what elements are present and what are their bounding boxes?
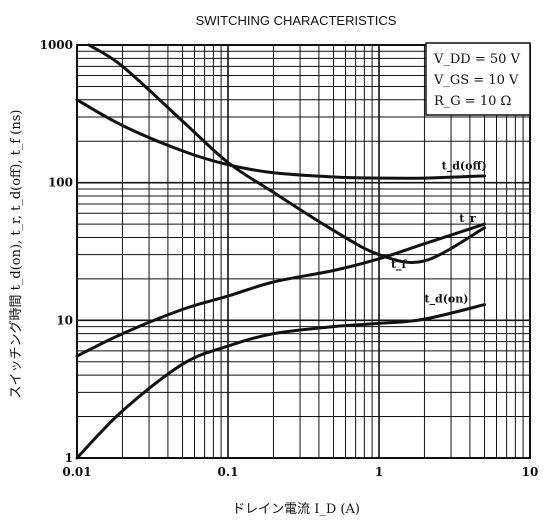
y-tick-label: 1 [65,451,73,465]
series-line-t-d-on- [75,303,486,460]
chart-title: SWITCHING CHARACTERISTICS [196,13,397,28]
series-label: t_d(on) [424,292,468,306]
condition-vgs: V_GS = 10 V [433,73,519,88]
x-tick-label: 0.01 [62,465,91,479]
x-axis-label: ドレイン電流 I_D (A) [232,502,360,517]
y-tick-label: 10 [56,313,73,327]
curve-labels: t_d(off) t_r t_f t_d(on) [391,159,487,306]
x-tick-label: 1 [375,465,383,479]
x-tick-label: 0.1 [218,465,239,479]
plot-frame [76,44,531,459]
series-line-t-r [87,43,486,265]
condition-vdd: V_DD = 50 V [433,52,521,67]
legend-box: V_DD = 50 V V_GS = 10 V R_G = 10 Ω [425,42,531,116]
x-tick-label: 10 [522,465,539,479]
series-group [75,43,486,460]
y-tick-label: 1000 [40,38,73,52]
tick-labels: 0.01 0.1 1 10 1 10 100 1000 [40,38,539,479]
y-axis-label: スイッチング時間 t_d(on), t_r, t_d(off), t_f (ns… [9,110,24,399]
series-label: t_d(off) [442,159,487,173]
series-label: t_r [459,212,476,226]
series-line-t-d-off- [75,98,486,180]
condition-rg: R_G = 10 Ω [434,94,511,109]
series-label: t_f [391,258,408,272]
legend-frame [425,42,531,116]
y-tick-label: 100 [48,176,73,190]
series-line-t-f [75,222,486,358]
